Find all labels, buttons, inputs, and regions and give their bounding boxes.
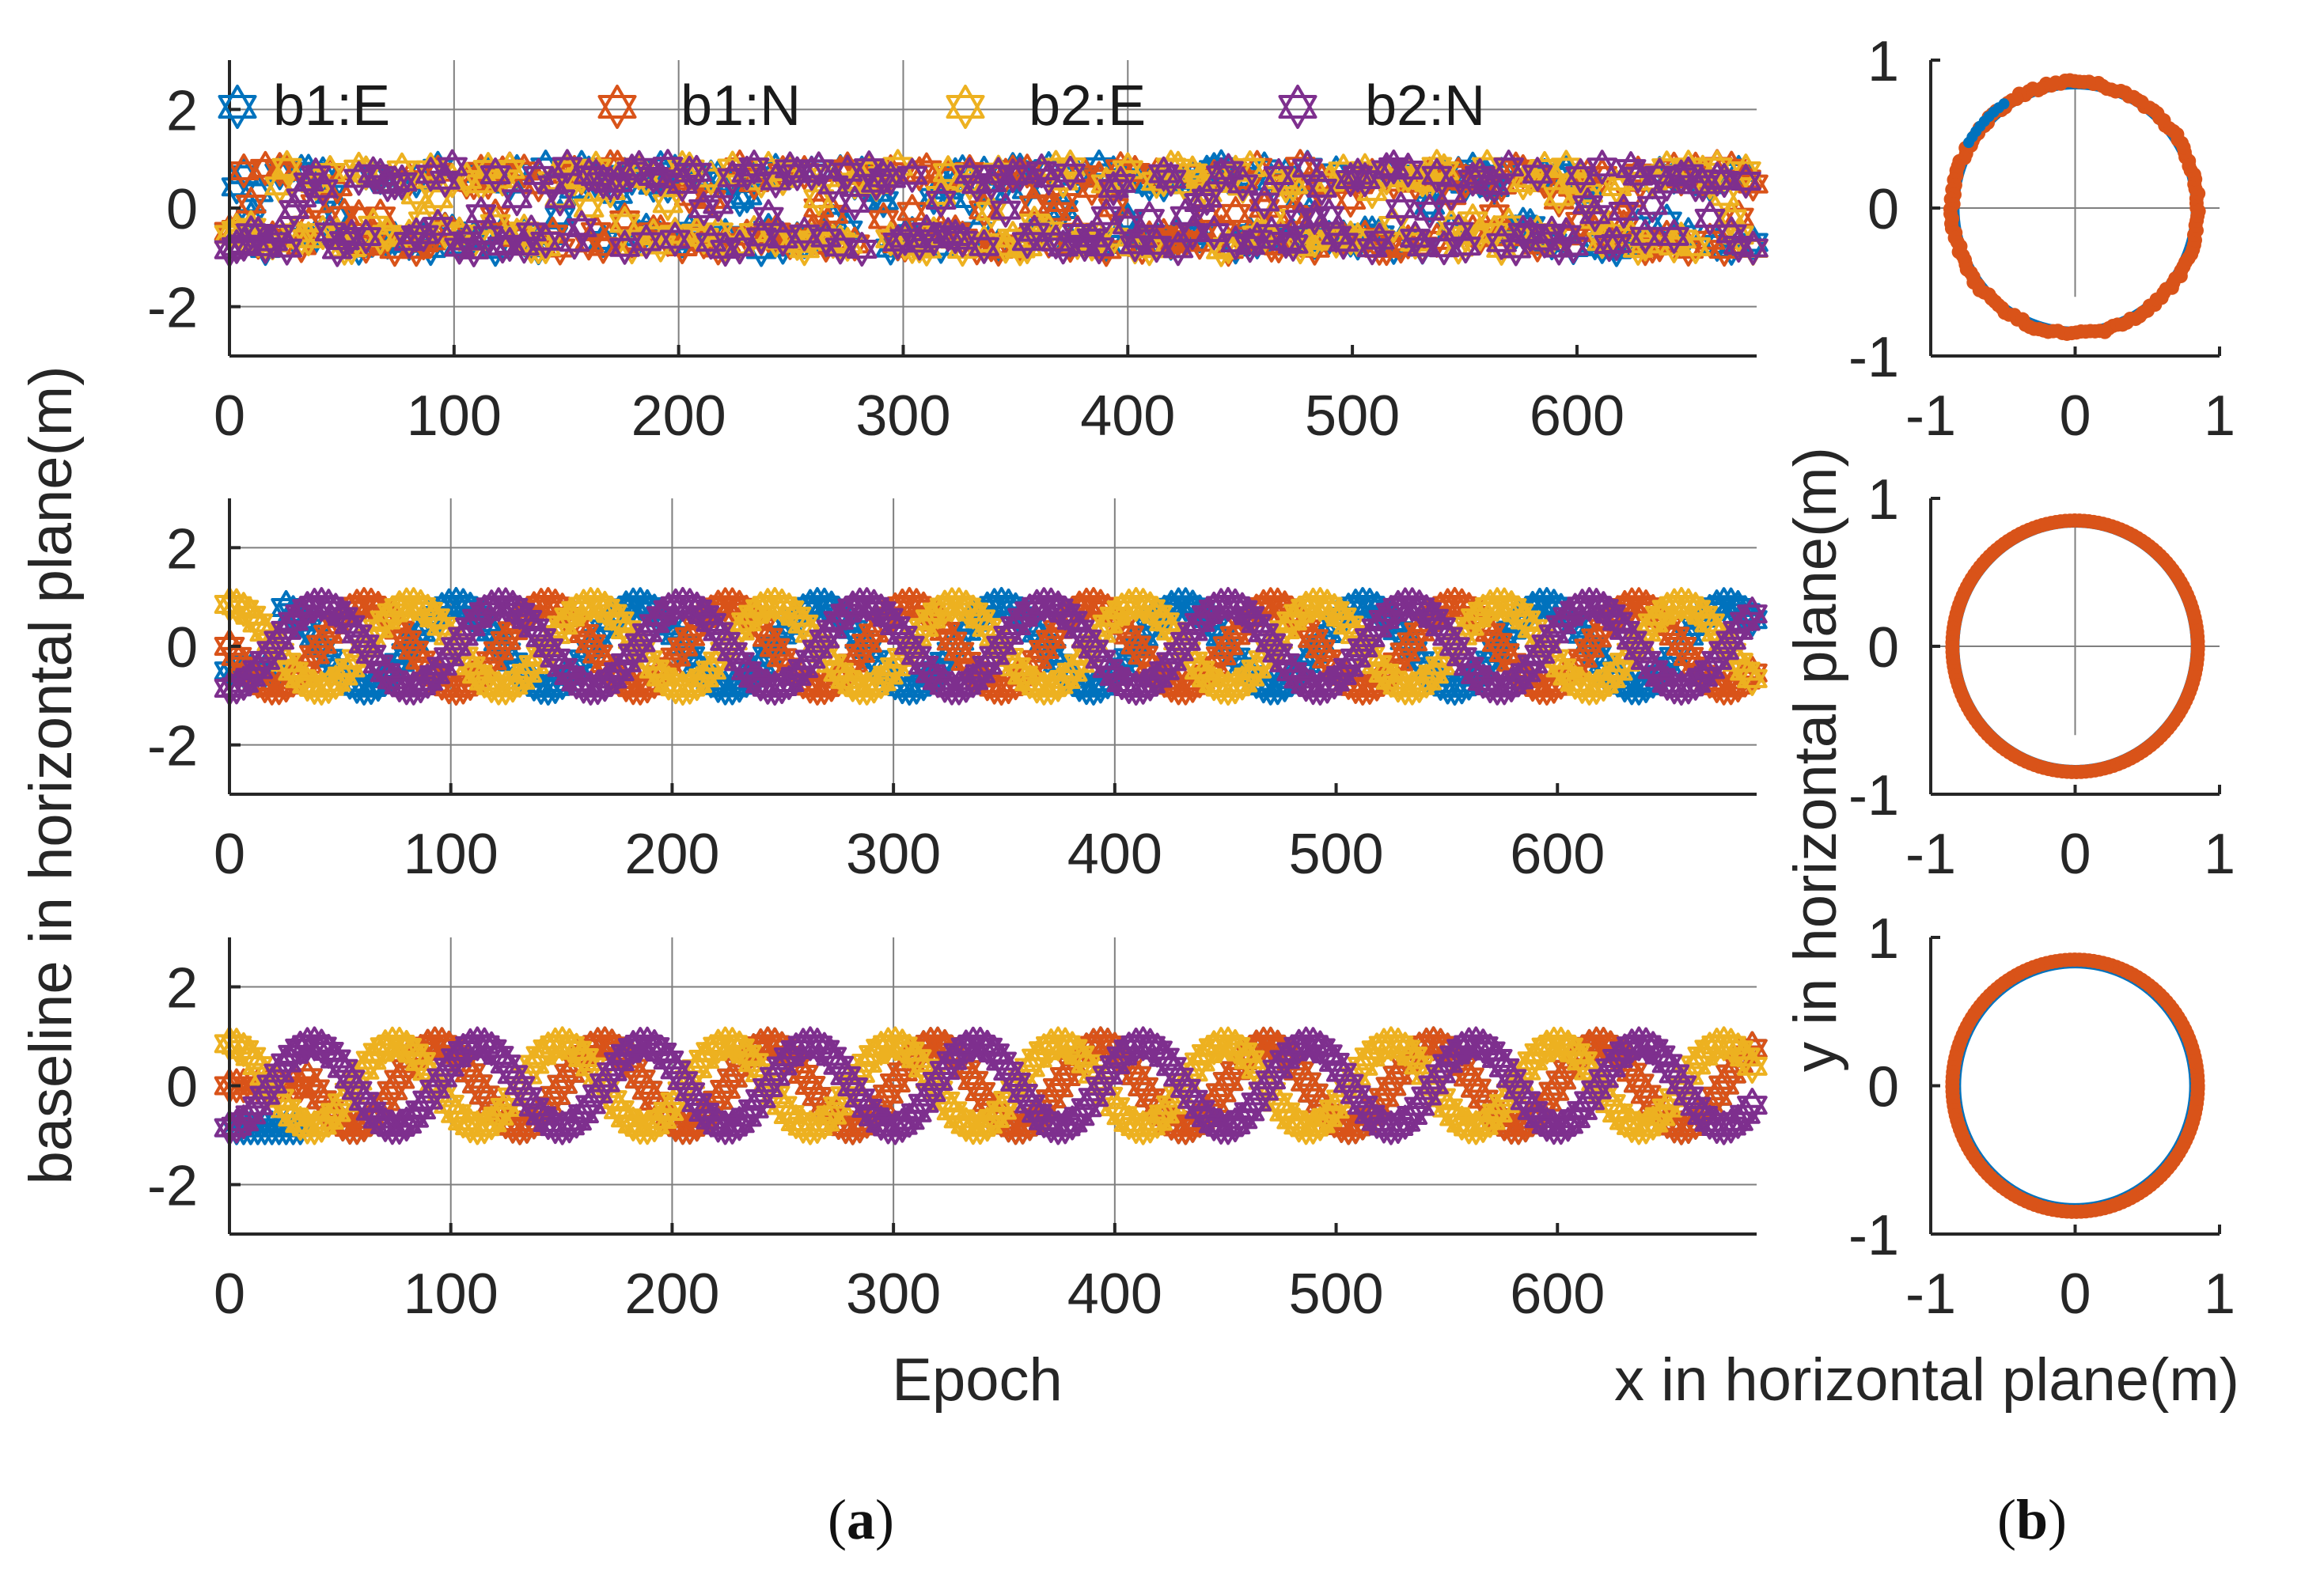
y-tick-label: 2: [166, 79, 198, 142]
x-tick-label: 400: [1080, 384, 1175, 448]
x-tick-label: -1: [1905, 823, 1956, 886]
legend-label-b2N: b2:N: [1365, 74, 1485, 138]
y-tick-label: 0: [166, 616, 198, 680]
legend-marker-b2E: [946, 85, 985, 129]
data-layer: [214, 73, 2206, 1219]
y-tick-label: 1: [1867, 30, 1899, 93]
y-tick-label: 2: [166, 517, 198, 581]
x-tick-label: 600: [1510, 1263, 1605, 1326]
x-tick-label: 600: [1530, 384, 1625, 448]
y-axis-label: baseline in horizontal plane(m): [17, 365, 85, 1184]
data-point: [897, 194, 928, 229]
x-tick-label: 0: [2059, 1263, 2091, 1326]
caption-a: (a): [828, 1488, 894, 1551]
x-tick-label: 300: [846, 823, 941, 886]
data-point: [652, 186, 684, 221]
data-point: [271, 150, 302, 185]
y-tick-label: 0: [166, 178, 198, 241]
legend-item-b2N: b2:N: [1278, 74, 1485, 138]
y-tick-label: 1: [1867, 468, 1899, 532]
grid-layer: [229, 60, 2220, 1234]
y-tick-label: 0: [1867, 616, 1899, 680]
x-tick-label: -1: [1905, 1263, 1956, 1326]
data-point: [2191, 203, 2206, 218]
legend-label-b2E: b2:E: [1029, 74, 1146, 138]
panel-a3-marks: [214, 1026, 1768, 1145]
x-tick-label: 500: [1288, 823, 1383, 886]
x-tick-label: 0: [214, 384, 245, 448]
legend-marker-b1E: [218, 85, 257, 129]
legend-item-b1E: b1:E: [218, 74, 390, 138]
y-tick-label: 2: [166, 957, 198, 1020]
data-point: [271, 230, 302, 266]
data-point: [228, 153, 260, 188]
legend-item-b1N: b1:N: [597, 74, 801, 138]
y-tick-label: 0: [166, 1056, 198, 1119]
caption-b: (b): [1997, 1488, 2067, 1551]
x-tick-label: 0: [2059, 384, 2091, 448]
x-tick-label: 300: [846, 1263, 941, 1326]
data-point: [587, 229, 619, 264]
x-tick-label: 100: [407, 384, 502, 448]
legend-label-b1N: b1:N: [681, 74, 801, 138]
data-point: [1962, 137, 1974, 149]
x-tick-label: 200: [624, 823, 719, 886]
panel-a2-marks: [214, 587, 1768, 706]
legend-item-b2E: b2:E: [946, 74, 1146, 138]
panel-b3-marks: [1945, 952, 2205, 1219]
y-axis-label-b: y in horizontal plane(m): [1782, 447, 1849, 1072]
x-tick-label: 600: [1510, 823, 1605, 886]
x-tick-label: 100: [404, 823, 499, 886]
data-point: [932, 155, 964, 191]
y-tick-label: -1: [1848, 764, 1899, 827]
x-tick-label: 300: [855, 384, 950, 448]
x-tick-label: 500: [1288, 1263, 1383, 1326]
x-axis-label-b: x in horizontal plane(m): [1614, 1346, 2239, 1414]
y-tick-label: 1: [1867, 907, 1899, 971]
caption-a-letter: a: [847, 1488, 875, 1551]
data-point: [2190, 642, 2205, 657]
y-tick-label: 0: [1867, 178, 1899, 241]
legend: b1:E b1:N b2:E b2:N: [218, 74, 1485, 138]
x-tick-label: 1: [2204, 1263, 2235, 1326]
legend-label-b1E: b1:E: [273, 74, 390, 138]
y-tick-label: -2: [147, 277, 198, 340]
data-point: [1680, 229, 1712, 264]
x-tick-label: 1: [2204, 384, 2235, 448]
legend-marker-b2N: [1278, 85, 1317, 129]
panel-a1-marks: [214, 149, 1769, 267]
data-point: [372, 217, 404, 252]
x-tick-label: 0: [214, 823, 245, 886]
data-point: [1220, 195, 1251, 231]
y-tick-label: -1: [1848, 326, 1899, 389]
data-point: [2190, 1081, 2205, 1096]
x-tick-label: 100: [404, 1263, 499, 1326]
x-tick-label: 1: [2204, 823, 2235, 886]
x-tick-label: 200: [624, 1263, 719, 1326]
x-tick-label: 0: [2059, 823, 2091, 886]
x-tick-label: 400: [1067, 1263, 1162, 1326]
x-tick-label: -1: [1905, 384, 1956, 448]
legend-marker-b1N: [597, 85, 637, 129]
x-tick-label: 200: [631, 384, 726, 448]
x-tick-label: 400: [1067, 823, 1162, 886]
x-tick-label: 500: [1305, 384, 1400, 448]
x-axis-label: Epoch: [892, 1346, 1063, 1414]
y-tick-label: -1: [1848, 1204, 1899, 1267]
x-tick-label: 0: [214, 1263, 245, 1326]
y-tick-label: -2: [147, 715, 198, 778]
caption-b-letter: b: [2016, 1488, 2048, 1551]
series-b2N: [214, 149, 1769, 267]
y-tick-label: -2: [147, 1155, 198, 1218]
y-tick-label: 0: [1867, 1056, 1899, 1119]
